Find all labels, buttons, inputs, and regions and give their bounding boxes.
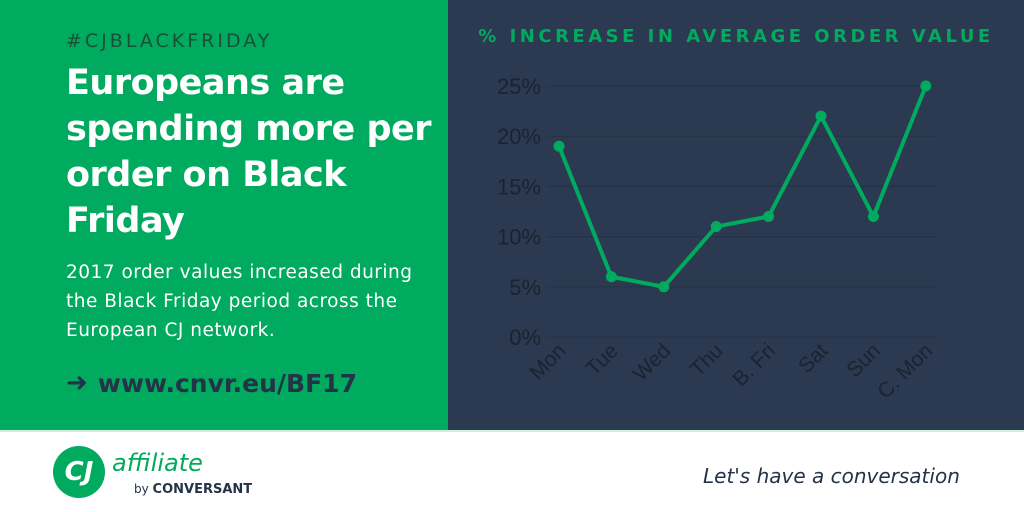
data-point xyxy=(815,110,827,122)
data-point xyxy=(658,281,670,293)
y-tick-label: 0% xyxy=(509,325,541,350)
y-tick-label: 5% xyxy=(509,275,541,300)
footer xyxy=(0,430,1024,512)
data-point xyxy=(553,140,565,152)
x-tick-label: Wed xyxy=(629,339,676,386)
hashtag: #CJBLACKFRIDAY xyxy=(66,30,273,52)
logo-word: affiliate xyxy=(112,449,203,477)
data-point xyxy=(867,211,879,223)
chart-panel xyxy=(448,0,1024,430)
x-tick-label: C. Mon xyxy=(873,339,937,403)
x-tick-label: Tue xyxy=(582,339,623,380)
left-panel: #CJBLACKFRIDAY Europeans are spending mo… xyxy=(0,0,448,430)
y-tick-label: 25% xyxy=(497,74,541,99)
tagline: Let's have a conversation xyxy=(703,464,960,488)
headline: Europeans are spending more per order on… xyxy=(66,63,432,241)
series-line xyxy=(557,85,928,289)
website-link[interactable]: ➜ www.cnvr.eu/BF17 xyxy=(66,368,357,398)
data-point xyxy=(763,211,775,223)
logo-byline: by CONVERSANT xyxy=(134,482,252,497)
y-tick-label: 15% xyxy=(497,174,541,199)
line-chart: 0%5%10%15%20%25%Mon Tue Wed Thu B. Fri Sat Sun… xyxy=(497,74,938,403)
data-point xyxy=(710,221,722,233)
link-text: www.cnvr.eu/BF17 xyxy=(97,368,357,398)
logo-by: by xyxy=(134,482,149,496)
x-tick-label: Sat xyxy=(794,339,833,378)
x-tick-label: Thu xyxy=(686,339,728,381)
data-point xyxy=(920,80,932,92)
subtext: 2017 order values increased during the B… xyxy=(66,262,413,341)
divider xyxy=(0,430,1024,432)
arrow-right-icon: ➜ xyxy=(66,368,88,398)
y-tick-label: 10% xyxy=(497,225,541,250)
cj-logo-icon: CJ xyxy=(53,446,105,498)
y-tick-label: 20% xyxy=(497,124,541,149)
logo-brand: CONVERSANT xyxy=(152,482,253,497)
x-tick-label: Sun xyxy=(842,339,885,382)
chart-title: % INCREASE IN AVERAGE ORDER VALUE xyxy=(478,26,994,47)
data-point xyxy=(605,271,617,283)
x-tick-label: B. Fri xyxy=(728,339,780,391)
